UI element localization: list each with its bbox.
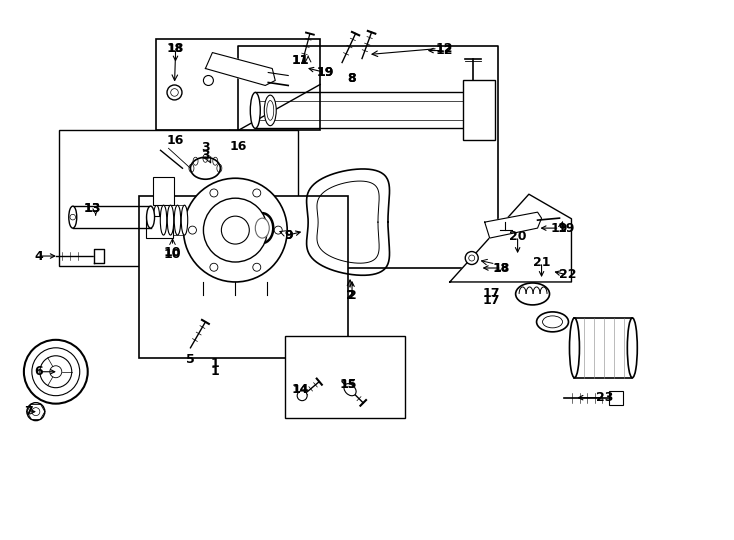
Ellipse shape	[297, 390, 307, 401]
Text: 22: 22	[559, 268, 576, 281]
Text: 12: 12	[436, 44, 454, 57]
Ellipse shape	[250, 92, 261, 129]
Text: 1: 1	[211, 357, 219, 370]
Text: 2: 2	[346, 289, 355, 302]
Circle shape	[50, 366, 62, 377]
Ellipse shape	[266, 100, 274, 120]
Circle shape	[189, 226, 197, 234]
Text: 2: 2	[348, 289, 357, 302]
Polygon shape	[450, 194, 572, 282]
Ellipse shape	[628, 318, 637, 377]
Text: 9: 9	[284, 228, 293, 241]
Circle shape	[222, 216, 250, 244]
Text: 19: 19	[558, 221, 575, 234]
Circle shape	[210, 264, 218, 271]
Text: 13: 13	[84, 201, 101, 215]
Circle shape	[203, 76, 214, 85]
Circle shape	[210, 189, 218, 197]
Text: 8: 8	[348, 72, 356, 85]
Text: 18: 18	[494, 263, 509, 273]
Text: 19: 19	[550, 221, 568, 234]
Text: 11: 11	[291, 54, 309, 67]
Bar	[156, 38, 320, 130]
Bar	[145, 216, 173, 238]
Ellipse shape	[160, 205, 167, 235]
Ellipse shape	[570, 318, 579, 377]
Ellipse shape	[515, 283, 550, 305]
Ellipse shape	[344, 383, 356, 396]
Text: 19: 19	[316, 66, 334, 79]
Text: 17: 17	[483, 287, 501, 300]
Bar	[286, 336, 405, 417]
Text: 1: 1	[211, 364, 219, 378]
Text: 18: 18	[168, 44, 184, 53]
Text: 14: 14	[292, 384, 308, 395]
Bar	[139, 196, 348, 358]
Text: 15: 15	[339, 378, 357, 391]
Circle shape	[27, 403, 45, 421]
Text: 16: 16	[229, 140, 247, 153]
Text: 21: 21	[533, 255, 550, 268]
Circle shape	[275, 226, 282, 234]
Text: 10: 10	[164, 247, 181, 260]
Text: 7: 7	[24, 405, 33, 418]
Text: 12: 12	[436, 42, 454, 55]
Text: 15: 15	[341, 380, 356, 390]
Ellipse shape	[69, 206, 77, 228]
Polygon shape	[484, 212, 542, 238]
Text: 19: 19	[316, 66, 334, 79]
Circle shape	[171, 89, 178, 96]
Bar	[462, 80, 495, 140]
Text: 17: 17	[483, 294, 501, 307]
Circle shape	[40, 356, 72, 388]
Ellipse shape	[537, 312, 568, 332]
Circle shape	[24, 340, 88, 404]
Circle shape	[203, 198, 267, 262]
Circle shape	[184, 178, 287, 282]
Text: 13: 13	[84, 201, 101, 215]
Circle shape	[469, 255, 475, 261]
Text: 11: 11	[291, 54, 309, 67]
Ellipse shape	[542, 316, 562, 328]
Bar	[59, 130, 298, 266]
Circle shape	[252, 264, 261, 271]
Text: 14: 14	[291, 383, 309, 396]
Text: 8: 8	[348, 72, 356, 85]
Polygon shape	[239, 45, 498, 268]
Ellipse shape	[153, 205, 160, 235]
Text: 23: 23	[596, 391, 613, 404]
Text: 16: 16	[167, 134, 184, 147]
Circle shape	[32, 408, 40, 416]
Ellipse shape	[264, 95, 276, 126]
Text: 20: 20	[509, 230, 526, 242]
Circle shape	[167, 85, 182, 100]
Text: 3: 3	[201, 141, 210, 154]
Ellipse shape	[147, 206, 155, 228]
Bar	[609, 390, 623, 404]
Polygon shape	[206, 52, 275, 85]
Circle shape	[465, 252, 479, 265]
Text: 18: 18	[167, 42, 184, 55]
Ellipse shape	[174, 205, 181, 235]
Circle shape	[252, 189, 261, 197]
Circle shape	[70, 214, 76, 220]
Bar	[153, 177, 175, 205]
Polygon shape	[94, 249, 103, 263]
Ellipse shape	[255, 218, 269, 238]
Text: 9: 9	[284, 228, 293, 241]
Ellipse shape	[181, 205, 188, 235]
Text: 3: 3	[201, 149, 210, 162]
Text: 5: 5	[186, 353, 195, 366]
Text: 18: 18	[493, 261, 510, 274]
Circle shape	[32, 348, 80, 396]
Ellipse shape	[190, 157, 220, 179]
Text: 4: 4	[34, 249, 43, 262]
Ellipse shape	[251, 213, 273, 243]
Text: 10: 10	[164, 246, 181, 259]
Text: 6: 6	[34, 365, 43, 378]
Ellipse shape	[167, 205, 174, 235]
